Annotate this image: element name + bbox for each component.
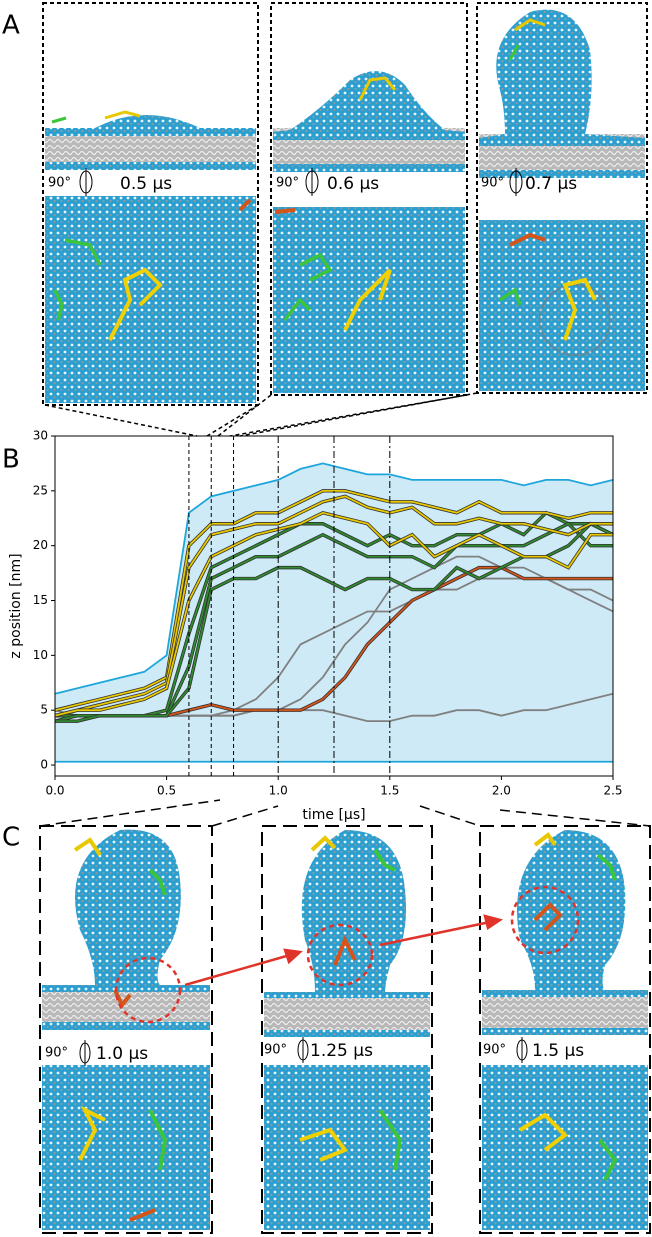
y-tick-label: 30 xyxy=(33,429,48,443)
snapshot xyxy=(476,2,648,394)
panel-label: C xyxy=(2,823,20,853)
snapshot xyxy=(479,825,651,1234)
angle-label: 90° xyxy=(264,1043,287,1058)
rotation-icon xyxy=(79,1037,528,1066)
plot-area: 0.0 0.5 1.0 1.5 2.0 2.5 0 5 10 15 20 25 30 xyxy=(33,429,623,798)
y-tick-label: 20 xyxy=(33,538,48,552)
y-axis-label: z position [nm] xyxy=(8,553,24,658)
line xyxy=(54,489,613,712)
connector xyxy=(44,392,478,437)
rotation-icon xyxy=(79,168,523,196)
panel-label: B xyxy=(2,445,20,475)
x-tick-label: 2.5 xyxy=(603,784,622,798)
snapshot xyxy=(42,2,259,406)
y-tick-label: 25 xyxy=(33,483,48,497)
plot-frame xyxy=(54,435,614,777)
y-tick-label: 15 xyxy=(33,593,48,607)
line xyxy=(55,522,614,723)
angle-label: 90° xyxy=(48,176,71,191)
angle-label: 90° xyxy=(45,1046,68,1061)
time-label: 1.0 µs xyxy=(96,1044,148,1064)
connector xyxy=(39,799,651,827)
x-tick-label: 1.5 xyxy=(380,784,399,798)
time-label: 0.6 µs xyxy=(327,174,379,194)
panel-label: A xyxy=(2,11,20,41)
snapshot xyxy=(270,2,468,396)
time-label: 1.5 µs xyxy=(532,1041,584,1061)
time-label: 1.25 µs xyxy=(310,1041,373,1061)
y-tick-label: 0 xyxy=(40,758,48,772)
snapshot xyxy=(261,825,433,1234)
y-tick-label: 10 xyxy=(33,648,48,662)
x-tick-label: 2.0 xyxy=(492,784,511,798)
arrow xyxy=(184,914,503,987)
y-tick-label: 5 xyxy=(40,703,48,717)
time-label: 0.7 µs xyxy=(525,174,577,194)
angle-label: 90° xyxy=(276,176,299,191)
x-tick-label: 1.0 xyxy=(269,784,288,798)
snapshot xyxy=(39,825,213,1234)
x-axis-label: time [µs] xyxy=(302,807,365,823)
x-tick-label: 0.5 xyxy=(157,784,176,798)
angle-label: 90° xyxy=(481,176,504,191)
angle-label: 90° xyxy=(483,1043,506,1058)
x-tick-label: 0.0 xyxy=(45,784,64,798)
time-label: 0.5 µs xyxy=(120,174,172,194)
